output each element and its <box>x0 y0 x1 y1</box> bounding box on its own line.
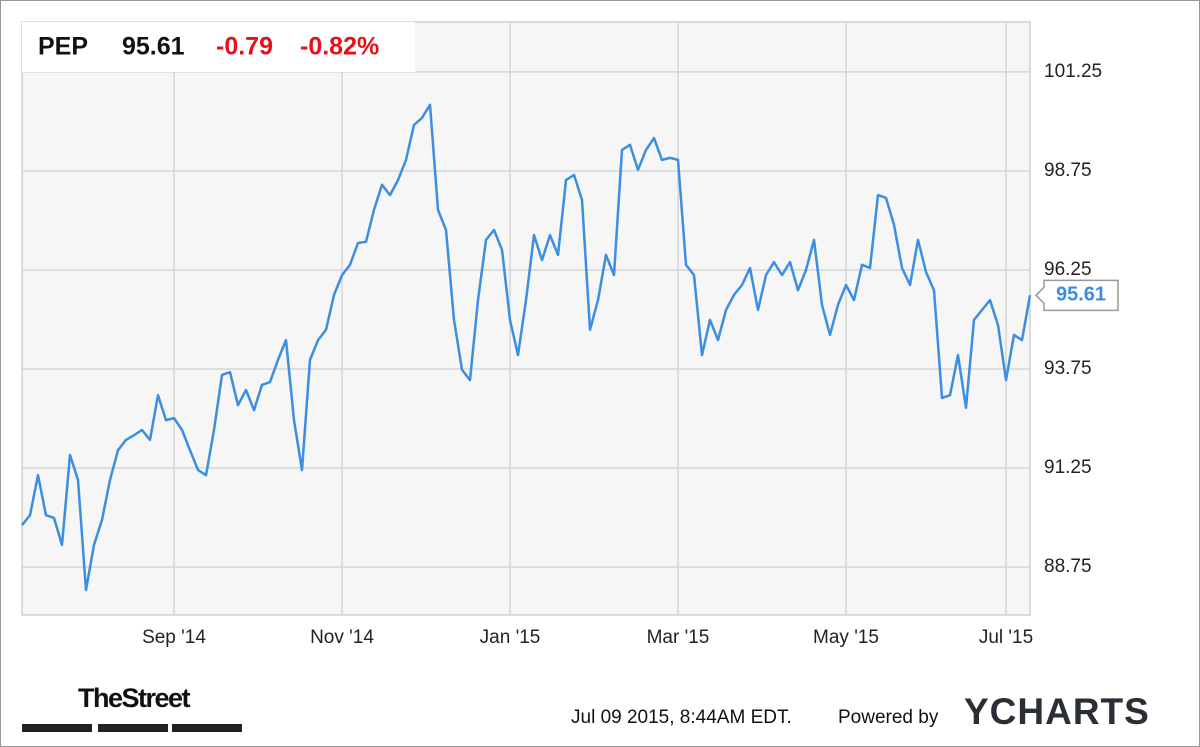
last-value-box <box>1034 279 1119 312</box>
plot-area <box>21 21 1031 616</box>
y-tick-label: 91.25 <box>1044 457 1092 478</box>
powered-by: Powered by <box>838 707 939 728</box>
y-tick-label: 101.25 <box>1044 61 1102 82</box>
logo-bar <box>22 724 92 732</box>
x-tick-label: Nov '14 <box>310 627 374 648</box>
timestamp: Jul 09 2015, 8:44AM EDT. <box>571 707 792 728</box>
ticker: PEP <box>38 33 88 61</box>
thestreet-logo: TheStreet <box>22 683 242 732</box>
y-tick-label: 96.25 <box>1044 259 1092 280</box>
header-box <box>22 22 415 72</box>
logo-bar <box>172 724 242 732</box>
logo-bar <box>98 724 168 732</box>
brand: YCHARTS <box>964 691 1150 732</box>
price-line <box>21 103 1032 592</box>
x-tick-label: May '15 <box>813 627 879 648</box>
x-tick-label: Sep '14 <box>142 627 206 648</box>
y-tick-label: 98.75 <box>1044 160 1092 181</box>
source-logo: TheStreet <box>78 683 191 713</box>
change: -0.79 <box>216 33 273 61</box>
y-tick-label: 88.75 <box>1044 556 1092 577</box>
series-layer <box>21 103 1032 592</box>
change-percent: -0.82% <box>300 33 379 61</box>
x-tick-label: Jan '15 <box>480 627 541 648</box>
price: 95.61 <box>122 33 185 61</box>
last-value-label: 95.61 <box>1056 284 1106 306</box>
y-tick-label: 93.75 <box>1044 358 1092 379</box>
x-tick-label: Mar '15 <box>647 627 710 648</box>
x-tick-label: Jul '15 <box>979 627 1033 648</box>
